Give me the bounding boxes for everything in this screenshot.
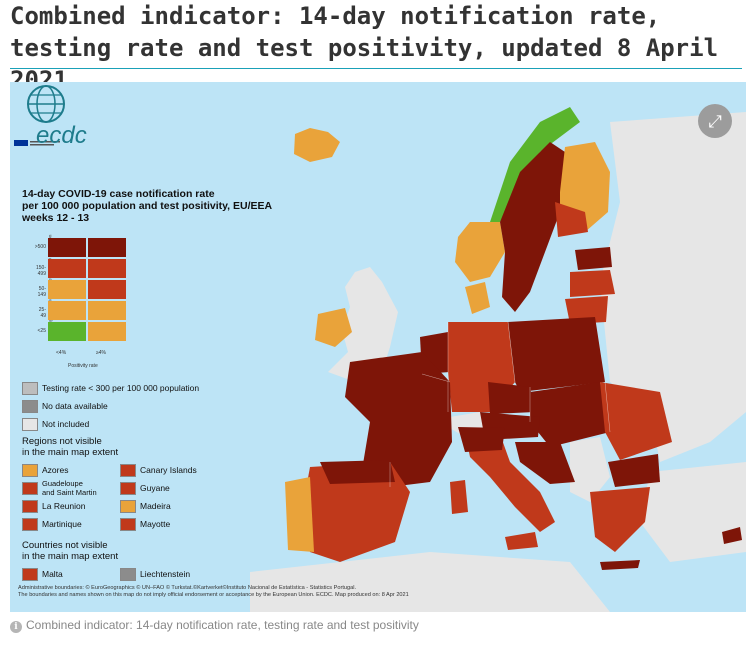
logo-text: ecdc bbox=[36, 122, 87, 149]
region-label: La Reunion bbox=[42, 501, 86, 511]
title-divider bbox=[10, 68, 742, 69]
matrix-x-title: Positivity rate bbox=[68, 363, 98, 369]
legend-swatch bbox=[120, 500, 136, 513]
region-not-included-turkey bbox=[640, 462, 746, 562]
legend-label: Not included bbox=[42, 419, 90, 429]
region-label: Guadeloupe and Saint Martin bbox=[42, 479, 97, 497]
matrix-cell bbox=[48, 301, 86, 320]
region-crete bbox=[600, 560, 640, 570]
matrix-cell bbox=[88, 280, 126, 299]
matrix-cell bbox=[88, 259, 126, 278]
region-sweden bbox=[500, 142, 565, 312]
region-romania bbox=[600, 382, 672, 460]
matrix-y-tick: <25 bbox=[37, 328, 46, 334]
region-not-included-africa bbox=[250, 552, 610, 612]
region-label: Azores bbox=[42, 465, 69, 475]
region-label: Canary Islands bbox=[140, 465, 197, 475]
countries-heading: Countries not visible in the main map ex… bbox=[22, 540, 119, 562]
matrix-cell bbox=[48, 322, 86, 341]
matrix-cell bbox=[88, 238, 126, 257]
figure-caption: i Combined indicator: 14-day notification… bbox=[10, 618, 419, 633]
matrix-x-tick: ≥4% bbox=[96, 350, 106, 356]
matrix-cell bbox=[88, 301, 126, 320]
region-balkans bbox=[570, 437, 610, 502]
region-estonia bbox=[575, 247, 612, 270]
region-sardinia bbox=[450, 480, 468, 514]
region-not-included-east bbox=[600, 112, 746, 462]
legend-swatch bbox=[22, 518, 38, 531]
region-lithuania bbox=[565, 296, 608, 324]
legend-label: No data available bbox=[42, 401, 108, 411]
region-ireland bbox=[315, 308, 352, 347]
legend-swatch bbox=[120, 464, 136, 477]
matrix-cell bbox=[88, 322, 126, 341]
caption-text: Combined indicator: 14-day notification … bbox=[26, 618, 419, 632]
matrix-y-axis: 14-day notification rate per 100 000 pop… bbox=[14, 235, 54, 346]
matrix-y-tick: 50-149 bbox=[37, 286, 46, 298]
country-label: Liechtenstein bbox=[140, 569, 191, 579]
region-label: Guyane bbox=[140, 483, 170, 493]
region-italy-north bbox=[458, 427, 505, 452]
region-italy bbox=[465, 432, 555, 532]
legend-label: Testing rate < 300 per 100 000 populatio… bbox=[42, 383, 200, 393]
ecdc-logo bbox=[14, 85, 65, 146]
matrix-y-tick: >500 bbox=[34, 244, 46, 250]
matrix-cell bbox=[48, 259, 86, 278]
legend-swatch bbox=[22, 482, 38, 495]
legend-swatch bbox=[22, 464, 38, 477]
region-croatia bbox=[515, 442, 575, 484]
region-czechia bbox=[488, 382, 535, 414]
regions-heading: Regions not visible in the main map exte… bbox=[22, 436, 119, 458]
region-cyprus bbox=[722, 527, 742, 544]
matrix-cell bbox=[48, 238, 86, 257]
region-finland-south bbox=[555, 202, 588, 237]
legend-title: 14-day COVID-19 case notification rate p… bbox=[22, 188, 273, 224]
map-figure: ecdc ⤢ 14-day COVID-19 case notification… bbox=[10, 82, 746, 612]
region-uk bbox=[328, 267, 398, 380]
matrix-y-tick: 25-49 bbox=[38, 307, 46, 319]
region-denmark bbox=[465, 282, 490, 314]
region-latvia bbox=[570, 270, 615, 297]
legend-swatch bbox=[120, 482, 136, 495]
region-iceland bbox=[294, 128, 340, 162]
region-label: Madeira bbox=[140, 501, 171, 511]
legend-swatch bbox=[22, 418, 38, 431]
region-label: Mayotte bbox=[140, 519, 171, 529]
matrix-legend: <25 25-49 50-149 150-499 >500 bbox=[35, 238, 132, 346]
matrix-cell bbox=[48, 280, 86, 299]
legend-swatch bbox=[22, 500, 38, 513]
region-greece bbox=[590, 487, 650, 552]
country-label: Malta bbox=[42, 569, 63, 579]
matrix-x-tick: <4% bbox=[56, 350, 67, 356]
map-footnote: Administrative boundaries: © EuroGeograp… bbox=[18, 585, 409, 598]
expand-button[interactable]: ⤢ bbox=[698, 104, 732, 138]
region-poland bbox=[508, 317, 605, 392]
region-label: Martinique bbox=[42, 519, 82, 529]
region-slovakia-hungary bbox=[530, 382, 610, 447]
matrix-y-tick: 150-499 bbox=[35, 265, 46, 277]
page-title: Combined indicator: 14-day notification … bbox=[10, 2, 719, 94]
legend-swatch bbox=[120, 568, 136, 581]
expand-icon: ⤢ bbox=[708, 111, 722, 131]
europe-map bbox=[10, 82, 746, 612]
region-norway-south bbox=[455, 222, 505, 282]
legend-swatch bbox=[22, 568, 38, 581]
legend-swatch bbox=[22, 400, 38, 413]
region-spain-north bbox=[320, 460, 395, 484]
legend-swatch bbox=[120, 518, 136, 531]
region-bulgaria bbox=[608, 454, 660, 487]
region-spain bbox=[300, 462, 410, 562]
region-portugal bbox=[285, 477, 314, 552]
region-sicily bbox=[505, 532, 538, 550]
info-icon: i bbox=[10, 621, 22, 633]
region-france bbox=[345, 352, 452, 487]
legend-swatch bbox=[22, 382, 38, 395]
